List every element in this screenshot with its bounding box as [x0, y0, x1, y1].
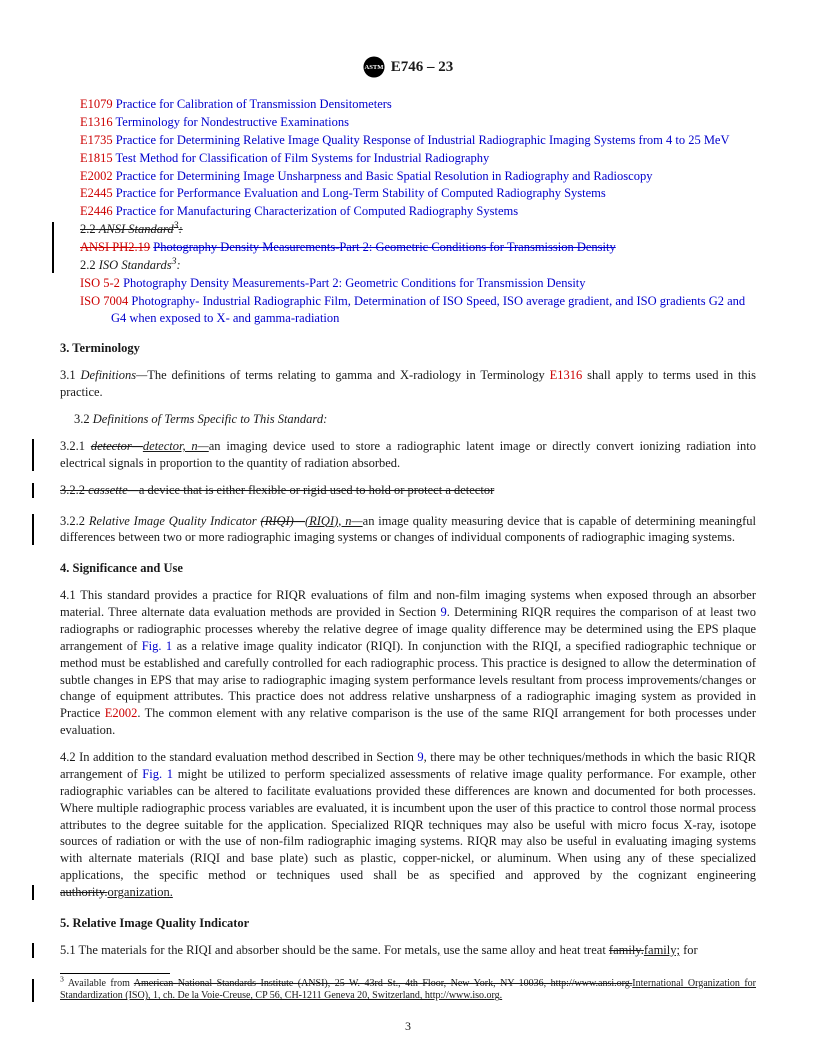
footnote-3: 3 Available from American National Stand…: [60, 978, 756, 1004]
ref-item: E1735 Practice for Determining Relative …: [80, 132, 756, 149]
para-3-2-2-struck: 3.2.2 cassette—a device that is either f…: [60, 482, 756, 499]
ref-code[interactable]: E2446: [80, 204, 113, 218]
footnote-rule: [60, 973, 170, 974]
ref-code[interactable]: E2445: [80, 186, 113, 200]
ref-title[interactable]: Photography- Industrial Radiographic Fil…: [111, 294, 745, 325]
page-number: 3: [0, 1018, 816, 1034]
ref-item: E2002 Practice for Determining Image Uns…: [80, 168, 756, 185]
para-3-2-1: 3.2.1 detector—detector, n—an imaging de…: [60, 438, 756, 472]
ref-link[interactable]: E2002: [105, 706, 138, 720]
ref-code[interactable]: E1079: [80, 97, 113, 111]
ref-title[interactable]: Practice for Manufacturing Characterizat…: [116, 204, 518, 218]
ref-code[interactable]: E2002: [80, 169, 113, 183]
ref-title[interactable]: Practice for Determining Relative Image …: [116, 133, 730, 147]
reference-list: E1079 Practice for Calibration of Transm…: [80, 96, 756, 326]
ref-code[interactable]: E1815: [80, 151, 113, 165]
ref-item: ISO 5-2 Photography Density Measurements…: [80, 275, 756, 292]
svg-text:ASTM: ASTM: [364, 64, 384, 71]
section-5-head: 5. Relative Image Quality Indicator: [60, 915, 756, 932]
figure-link[interactable]: Fig. 1: [142, 767, 173, 781]
ref-code[interactable]: E1735: [80, 133, 113, 147]
para-4-2: 4.2 In addition to the standard evaluati…: [60, 749, 756, 901]
ref-title[interactable]: Practice for Calibration of Transmission…: [116, 97, 392, 111]
ref-code[interactable]: ISO 5-2: [80, 276, 120, 290]
ref-title[interactable]: Test Method for Classification of Film S…: [116, 151, 490, 165]
ref-item: E1815 Test Method for Classification of …: [80, 150, 756, 167]
ref-link[interactable]: E1316: [550, 368, 583, 382]
ref-item: E1316 Terminology for Nondestructive Exa…: [80, 114, 756, 131]
para-3-1: 3.1 Definitions—The definitions of terms…: [60, 367, 756, 401]
standard-number: E746 – 23: [391, 57, 454, 77]
para-5-1: 5.1 The materials for the RIQI and absor…: [60, 942, 756, 959]
ansi-ref-struck: ANSI PH2.19 Photography Density Measurem…: [80, 239, 756, 256]
ref-code[interactable]: ISO 7004: [80, 294, 128, 308]
para-3-2: 3.2 Definitions of Terms Specific to Thi…: [60, 411, 756, 428]
astm-logo-icon: ASTM: [363, 56, 385, 78]
ref-title[interactable]: Terminology for Nondestructive Examinati…: [116, 115, 349, 129]
para-3-2-2: 3.2.2 Relative Image Quality Indicator (…: [60, 513, 756, 547]
figure-link[interactable]: Fig. 1: [142, 639, 172, 653]
page-header: ASTM E746 – 23: [60, 56, 756, 78]
ref-title[interactable]: Photography Density Measurements-Part 2:…: [123, 276, 585, 290]
change-bar-block: 2.2 ANSI Standard3: ANSI PH2.19 Photogra…: [80, 221, 756, 274]
para-4-1: 4.1 This standard provides a practice fo…: [60, 587, 756, 739]
ref-title[interactable]: Practice for Determining Image Unsharpne…: [116, 169, 653, 183]
iso-head: 2.2 ISO Standards3:: [80, 257, 756, 274]
ref-item: E2446 Practice for Manufacturing Charact…: [80, 203, 756, 220]
section-4-head: 4. Significance and Use: [60, 560, 756, 577]
ref-item: E1079 Practice for Calibration of Transm…: [80, 96, 756, 113]
ansi-head-struck: 2.2 ANSI Standard3:: [80, 221, 756, 238]
ref-title[interactable]: Practice for Performance Evaluation and …: [116, 186, 606, 200]
ref-item: E2445 Practice for Performance Evaluatio…: [80, 185, 756, 202]
ref-code[interactable]: E1316: [80, 115, 113, 129]
section-3-head: 3. Terminology: [60, 340, 756, 357]
ref-item: ISO 7004 Photography- Industrial Radiogr…: [80, 293, 756, 327]
